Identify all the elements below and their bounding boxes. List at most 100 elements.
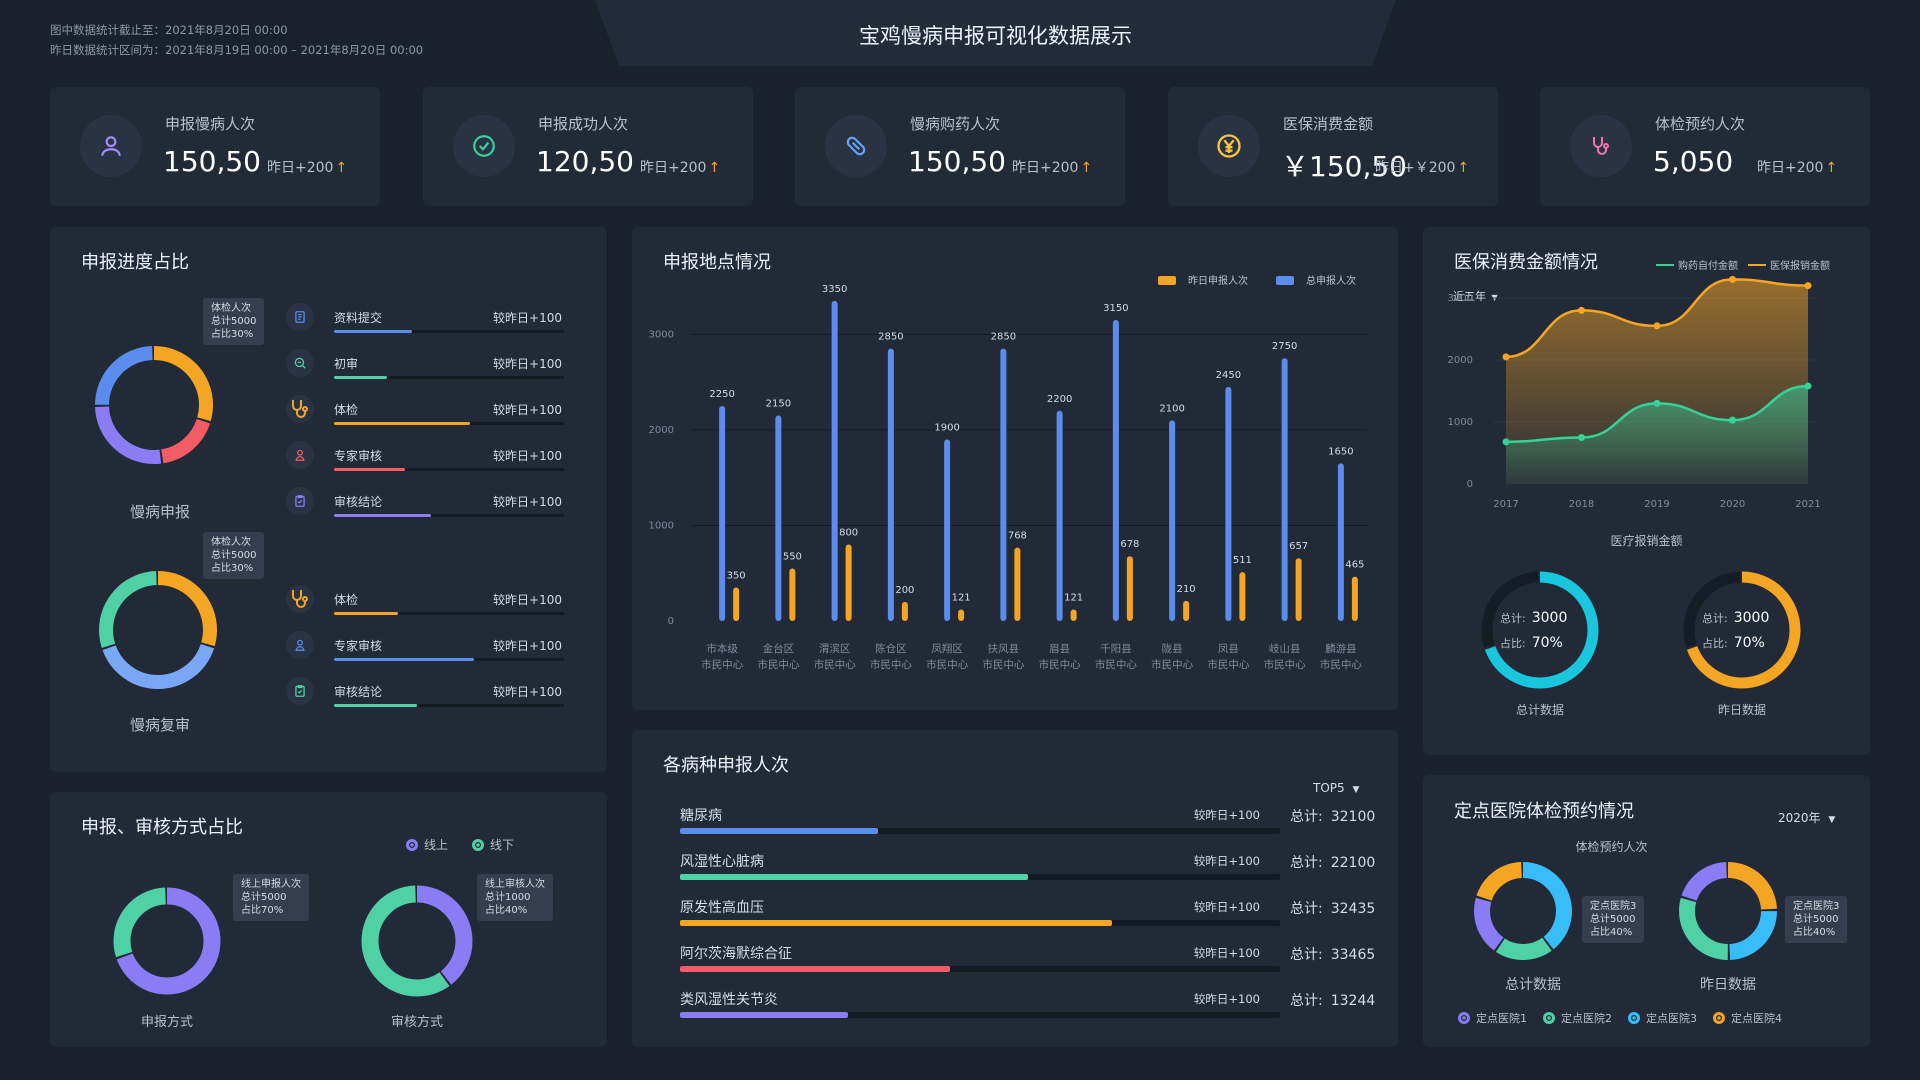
arrow-up-icon: ↑: [708, 160, 721, 176]
recheck-donut-segment-1: [99, 571, 217, 689]
stage-compare: 较昨日+100: [493, 449, 562, 463]
x-tick-label: 市民中心: [926, 658, 968, 671]
year-dropdown[interactable]: 2020年 ▼: [1778, 809, 1835, 826]
yesterday-bar-label: 465: [1345, 560, 1364, 571]
series-point: [1578, 306, 1585, 314]
ring2-readout: 总计: 3000 占比: 70%: [1702, 606, 1769, 656]
review-tooltip-line: 体检人次: [211, 303, 251, 314]
disease-total-label: 总计:: [1290, 993, 1323, 1009]
hospital-yesterday-caption: 昨日数据: [1700, 977, 1756, 993]
stage-progress-fill: [334, 612, 399, 615]
legend-dot-icon: [406, 839, 418, 851]
pill-icon: [825, 115, 887, 177]
total-bar: [719, 406, 726, 621]
disease-label: 类风湿性关节炎: [680, 992, 778, 1008]
disease-label: 糖尿病: [680, 808, 722, 824]
clipboard-icon: [286, 487, 314, 515]
review-tooltip-line: 占比30%: [211, 329, 254, 340]
methods-title: 申报、审核方式占比: [81, 817, 243, 838]
methods-legend: 线上 线下: [406, 836, 538, 853]
yesterday-bar: [845, 544, 852, 621]
review-caption: 慢病申报: [129, 503, 190, 521]
stage-progress-fill: [334, 704, 417, 707]
yesterday-bar-label: 657: [1289, 541, 1308, 552]
kpi-label: 体检预约人次: [1655, 115, 1746, 133]
total-bar: [1000, 348, 1007, 621]
stage-compare: 较昨日+100: [493, 311, 562, 325]
legend-label: 定点医院1: [1476, 1012, 1527, 1025]
disease-total: 总计: 32435: [1290, 898, 1375, 918]
apply-method-tooltip-line: 线上申报人次: [241, 879, 301, 890]
x-tick-label: 2019: [1644, 499, 1669, 510]
ring-total-value: 3000: [1733, 610, 1770, 626]
total-bar: [1169, 420, 1176, 621]
audit-method-tooltip: 线上审核人次 总计1000 占比40%: [477, 874, 553, 921]
stage-compare: 较昨日+100: [493, 685, 562, 699]
hospital-total-tooltip: 定点医院3 总计5000 占比40%: [1582, 896, 1645, 943]
stage-label: 专家审核: [334, 639, 383, 653]
audit-method-caption: 审核方式: [390, 1015, 443, 1030]
apply-method-donut-segment-1: [113, 887, 221, 995]
hospital-total-caption: 总计数据: [1505, 977, 1561, 993]
ring1-readout: 总计: 3000 占比: 70%: [1500, 606, 1567, 656]
x-tick-label: 陇县: [1162, 642, 1183, 655]
legend-item[interactable]: 定点医院2: [1543, 1012, 1612, 1025]
legend-item[interactable]: 医保报销金额: [1748, 261, 1830, 272]
kpi-value: ￥150,50: [1281, 150, 1407, 183]
legend-item[interactable]: 定点医院1: [1458, 1012, 1527, 1025]
total-bar-label: 1650: [1328, 446, 1353, 457]
kpi-delta: 昨日+200 ↑: [640, 157, 720, 177]
recheck-caption: 慢病复审: [129, 716, 190, 734]
legend-item[interactable]: 线上: [406, 838, 448, 852]
kpi-delta-text: 昨日+200: [640, 160, 707, 176]
x-tick-label: 凤翔区: [931, 642, 963, 655]
yesterday-bar-label: 678: [1120, 539, 1139, 550]
x-tick-label: 市民中心: [1207, 658, 1249, 671]
stage-progress-fill: [334, 514, 431, 517]
legend-dot-icon: [1458, 1012, 1470, 1024]
legend-dot-icon: [1543, 1012, 1555, 1024]
y-tick-label: 0: [1467, 479, 1473, 490]
expert-icon: [286, 631, 314, 659]
kpi-label: 申报成功人次: [538, 115, 629, 133]
stage-label: 体检: [334, 593, 359, 607]
x-tick-label: 2021: [1795, 499, 1820, 510]
x-tick-label: 2020: [1720, 499, 1745, 510]
x-tick-label: 市民中心: [1095, 658, 1137, 671]
x-tick-label: 市民中心: [701, 658, 743, 671]
stage-label: 审核结论: [334, 495, 383, 509]
legend-item[interactable]: 总申报人次: [1276, 276, 1356, 287]
x-tick-label: 扶风县: [988, 642, 1020, 655]
kpi-value: 150,50: [908, 145, 1006, 178]
review-donut: [95, 346, 213, 464]
hospital-total-tooltip-line: 占比40%: [1590, 927, 1633, 938]
ring-total: 总计: 3000: [1702, 606, 1769, 631]
legend-item[interactable]: 线下: [472, 838, 514, 852]
series-point: [1804, 282, 1812, 290]
y-tick-label: 0: [668, 616, 674, 627]
disease-total-label: 总计:: [1290, 947, 1323, 963]
ring-ratio-value: 70%: [1733, 635, 1765, 651]
insurance-area-chart: 0 1000 2000 3000 2017 2018 2019 2020 2021: [1448, 275, 1821, 510]
legend-item[interactable]: 昨日申报人次: [1158, 276, 1248, 287]
series-point: [1502, 353, 1510, 361]
disease-total-value: 13244: [1330, 993, 1376, 1009]
top5-dropdown[interactable]: TOP5 ▼: [1313, 781, 1359, 795]
disease-progress-fill: [680, 828, 878, 834]
legend-item[interactable]: 定点医院3: [1628, 1012, 1697, 1025]
top5-label: TOP5: [1313, 781, 1345, 795]
stage-compare: 较昨日+100: [493, 403, 562, 417]
stage-progress-track: [334, 330, 564, 333]
arrow-up-icon: ↑: [1080, 160, 1093, 176]
clipboard-icon: [286, 677, 314, 705]
legend-item[interactable]: 定点医院4: [1713, 1012, 1782, 1025]
arrow-up-icon: ↑: [335, 160, 348, 176]
y-tick-label: 3000: [1448, 293, 1473, 304]
stage-compare: 较昨日+100: [493, 593, 562, 607]
total-bar: [887, 348, 894, 621]
legend-item[interactable]: 购药自付金额: [1656, 261, 1738, 272]
disease-label: 原发性高血压: [680, 900, 764, 916]
stage-label: 专家审核: [334, 449, 383, 463]
legend-dot-icon: [1713, 1012, 1725, 1024]
stage-progress-track: [334, 704, 564, 707]
